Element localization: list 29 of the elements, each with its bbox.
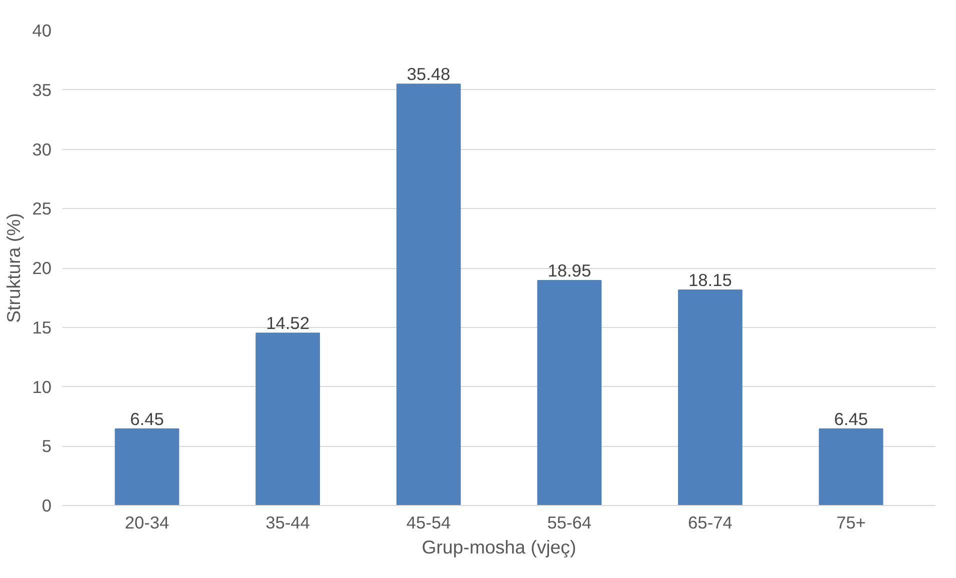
x-axis-title: Grup-mosha (vjeç): [422, 536, 576, 558]
x-tick-label: 45-54: [406, 512, 452, 532]
x-tick-label: 55-64: [547, 512, 592, 532]
y-tick-label: 10: [32, 376, 52, 397]
y-tick-label: 5: [42, 436, 52, 456]
y-tick-label: 30: [32, 139, 52, 160]
data-label: 6.45: [834, 408, 868, 429]
y-tick-label: 35: [32, 80, 52, 100]
bar: [678, 289, 742, 506]
data-label: 18.15: [688, 270, 732, 290]
data-label: 6.45: [130, 408, 164, 429]
x-tick-label: 75+: [836, 512, 866, 532]
y-tick-label: 25: [32, 198, 52, 219]
data-label: 14.52: [266, 313, 310, 334]
y-tick-label: 20: [32, 258, 52, 278]
bar: [537, 280, 602, 506]
bar: [396, 84, 461, 506]
y-tick-label: 0: [42, 496, 52, 516]
y-tick-label: 15: [32, 317, 52, 338]
bar: [818, 428, 884, 506]
y-axis-title: Struktura (%): [3, 213, 24, 323]
bar: [256, 332, 320, 506]
x-tick-label: 65-74: [688, 512, 733, 532]
data-label: 35.48: [406, 64, 450, 84]
x-tick-label: 35-44: [266, 512, 310, 532]
y-tick-label: 40: [32, 20, 52, 40]
data-label: 18.95: [548, 260, 592, 280]
bar: [114, 428, 180, 506]
x-tick-label: 20-34: [124, 512, 170, 532]
